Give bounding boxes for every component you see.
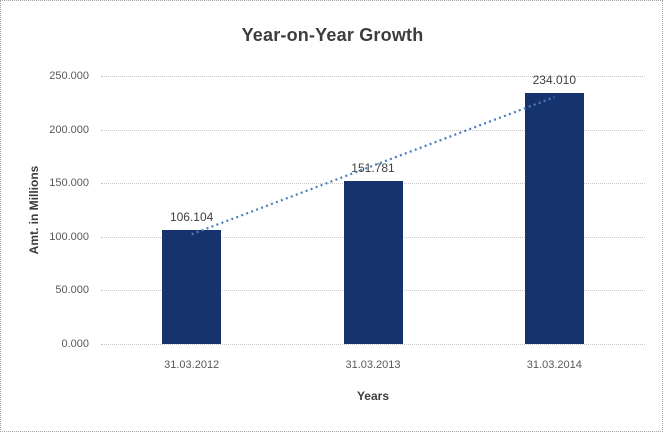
gridline [101, 344, 645, 345]
bar-data-label: 234.010 [532, 73, 577, 88]
plot-area: 106.104 151.781 234.010 [101, 73, 645, 345]
y-tick-label: 150.000 [49, 177, 89, 190]
x-tick-label: 31.03.2012 [164, 359, 220, 371]
x-axis-title: Years [356, 389, 390, 403]
chart-title: Year-on-Year Growth [241, 25, 424, 45]
gridline [101, 76, 645, 77]
bar-data-label: 106.104 [169, 210, 214, 225]
y-tick-label: 0.000 [61, 338, 89, 350]
y-tick-label: 50.000 [55, 284, 89, 297]
trendline [191, 96, 555, 236]
trendline-segment [191, 96, 555, 236]
y-tick-label: 250.000 [49, 70, 89, 82]
bar [343, 181, 403, 344]
y-tick-label: 200.000 [49, 123, 89, 136]
gridline [101, 129, 645, 131]
y-tick-label: 100.000 [49, 230, 89, 243]
bar-data-label: 151.781 [351, 161, 395, 176]
bar [162, 230, 222, 344]
x-tick-label: 31.03.2013 [345, 359, 401, 371]
x-tick-label: 31.03.2014 [526, 359, 582, 371]
bar [524, 93, 584, 344]
